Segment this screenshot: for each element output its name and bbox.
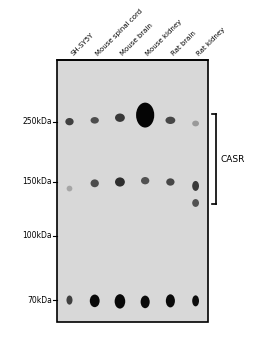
Ellipse shape (165, 117, 174, 124)
Ellipse shape (192, 295, 198, 306)
Ellipse shape (192, 199, 198, 207)
Ellipse shape (115, 113, 124, 122)
Text: 100kDa: 100kDa (22, 231, 52, 240)
Ellipse shape (140, 296, 149, 308)
Ellipse shape (192, 121, 198, 126)
Text: CASR: CASR (220, 155, 244, 163)
FancyBboxPatch shape (57, 60, 208, 322)
Ellipse shape (90, 179, 99, 187)
Text: Rat brain: Rat brain (170, 30, 196, 57)
Text: Rat kidney: Rat kidney (195, 26, 225, 57)
Text: Mouse spinal cord: Mouse spinal cord (94, 8, 143, 57)
Ellipse shape (192, 181, 198, 191)
Ellipse shape (140, 177, 149, 184)
Text: 70kDa: 70kDa (27, 295, 52, 304)
Text: SH-SY5Y: SH-SY5Y (69, 32, 94, 57)
Text: Mouse brain: Mouse brain (119, 22, 154, 57)
Ellipse shape (65, 118, 73, 125)
Text: 250kDa: 250kDa (22, 117, 52, 126)
Text: 150kDa: 150kDa (22, 177, 52, 187)
Ellipse shape (166, 178, 174, 186)
Ellipse shape (115, 177, 124, 187)
Ellipse shape (136, 103, 154, 127)
Text: Mouse kidney: Mouse kidney (145, 18, 183, 57)
Ellipse shape (66, 186, 72, 191)
Ellipse shape (66, 295, 72, 304)
Ellipse shape (165, 294, 174, 307)
Ellipse shape (114, 294, 125, 309)
Ellipse shape (89, 295, 99, 307)
Ellipse shape (90, 117, 99, 124)
